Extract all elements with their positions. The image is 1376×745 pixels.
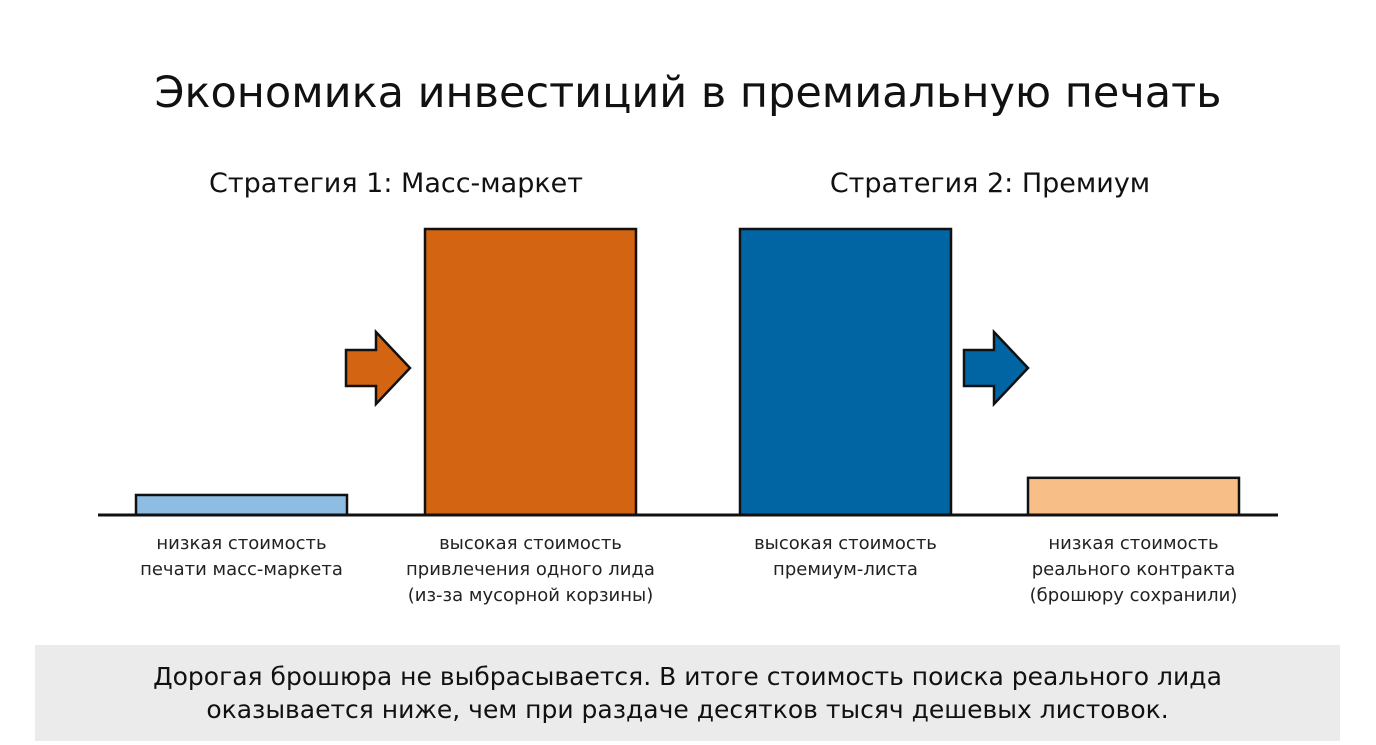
category-label: низкая стоимость реального контракта (бр… [1029,533,1238,606]
category-label: высокая стоимость премиум-листа [754,533,937,580]
bar [738,227,953,517]
group-label: Стратегия 1: Масс-маркет [209,168,583,199]
category-label: высокая стоимость привлечения одного лид… [406,533,655,606]
bar [1026,476,1241,517]
group-label: Стратегия 2: Премиум [829,168,1151,199]
bar [423,227,638,517]
bar [134,493,349,517]
category-label: низкая стоимость печати масс-маркета [140,533,343,580]
arrow [344,328,412,408]
arrow [962,328,1030,408]
note: Дорогая брошюра не выбрасывается. В итог… [35,645,1340,741]
chart-title: Экономика инвестиций в премиальную печат… [154,68,1222,118]
